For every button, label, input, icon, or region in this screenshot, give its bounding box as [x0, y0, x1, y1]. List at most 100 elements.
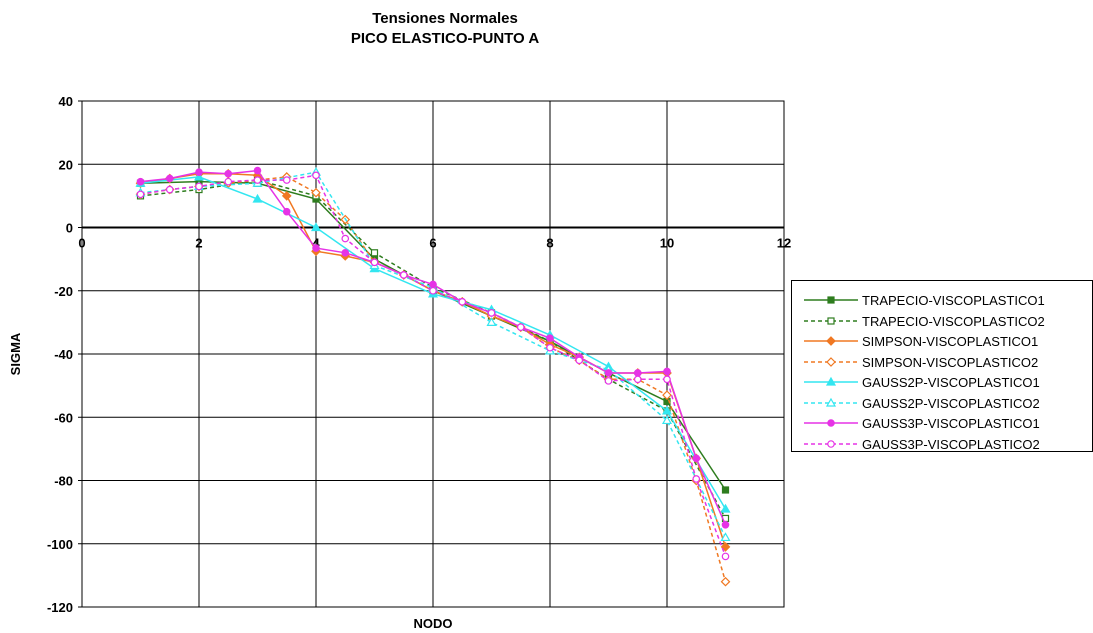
- y-tick-label: -100: [47, 537, 73, 552]
- y-tick-label: -60: [54, 410, 73, 425]
- data-point: [224, 169, 233, 178]
- data-point: [546, 343, 554, 352]
- data-point: [165, 185, 174, 194]
- legend-label: SIMPSON-VISCOPLASTICO2: [862, 354, 1039, 370]
- data-point: [429, 286, 437, 295]
- data-point: [663, 375, 671, 384]
- x-tick-label: 0: [78, 236, 85, 251]
- data-point: [195, 182, 203, 191]
- data-point: [825, 397, 837, 407]
- data-point: [281, 191, 292, 201]
- data-point: [721, 552, 730, 561]
- data-point: [341, 234, 350, 243]
- data-point: [458, 298, 467, 306]
- legend-item: GAUSS3P-VISCOPLASTICO2: [792, 435, 1092, 455]
- series-line: [140, 179, 727, 519]
- data-point: [487, 309, 496, 317]
- data-point: [720, 532, 731, 542]
- series-line: [140, 174, 727, 557]
- data-point: [575, 356, 584, 365]
- data-point: [604, 377, 613, 385]
- legend-item: GAUSS2P-VISCOPLASTICO1: [792, 373, 1092, 393]
- y-tick-label: 40: [59, 94, 73, 109]
- legend-item: GAUSS2P-VISCOPLASTICO2: [792, 394, 1092, 414]
- data-point: [721, 520, 730, 529]
- legend-swatch: [804, 439, 858, 448]
- data-point: [827, 439, 835, 448]
- series-line: [140, 171, 727, 538]
- data-point: [310, 222, 322, 232]
- data-point: [370, 249, 379, 257]
- y-tick-label: -120: [47, 600, 73, 615]
- data-point: [720, 576, 731, 587]
- legend-swatch: [804, 376, 858, 386]
- legend-label: TRAPECIO-VISCOPLASTICO1: [862, 293, 1045, 308]
- data-point: [826, 336, 836, 346]
- data-point: [252, 193, 263, 203]
- legend-swatch: [804, 419, 858, 427]
- legend-label: GAUSS3P-VISCOPLASTICO2: [862, 436, 1040, 452]
- data-point: [721, 486, 730, 494]
- data-point: [692, 454, 701, 463]
- y-axis-label: SIGMA: [8, 332, 23, 375]
- data-point: [720, 503, 731, 513]
- legend-swatch: [804, 336, 858, 346]
- legend-swatch: [804, 296, 858, 304]
- data-point: [136, 190, 145, 199]
- legend-swatch: [804, 316, 858, 325]
- data-point: [253, 176, 262, 184]
- series-8: [136, 171, 730, 561]
- data-point: [165, 174, 174, 183]
- legend-label: TRAPECIO-VISCOPLASTICO2: [862, 313, 1045, 329]
- data-point: [370, 258, 379, 267]
- data-point: [604, 369, 613, 377]
- data-point: [661, 415, 673, 425]
- y-tick-label: 0: [66, 221, 73, 236]
- y-tick-label: -20: [54, 284, 73, 299]
- data-point: [662, 390, 672, 400]
- x-tick-label: 12: [777, 236, 791, 251]
- data-point: [312, 171, 320, 180]
- data-point: [224, 177, 233, 186]
- series-7: [136, 166, 730, 529]
- legend: TRAPECIO-VISCOPLASTICO1 TRAPECIO-VISCOPLA…: [791, 280, 1093, 452]
- legend-item: TRAPECIO-VISCOPLASTICO2: [792, 312, 1092, 332]
- y-tick-label: -80: [54, 474, 73, 489]
- data-point: [311, 187, 321, 198]
- y-tick-label: 20: [59, 157, 73, 172]
- x-tick-label: 4: [312, 236, 320, 251]
- legend-item: SIMPSON-VISCOPLASTICO1: [792, 332, 1092, 352]
- data-point: [663, 367, 671, 376]
- data-point: [720, 542, 731, 552]
- legend-item: TRAPECIO-VISCOPLASTICO1: [792, 291, 1092, 311]
- data-point: [341, 249, 350, 257]
- data-point: [282, 176, 291, 184]
- chart-subtitle: PICO ELASTICO-PUNTO A: [350, 30, 540, 47]
- data-point: [827, 419, 835, 427]
- data-point: [516, 323, 525, 331]
- data-point: [546, 334, 554, 342]
- x-tick-label: 2: [195, 236, 202, 251]
- legend-label: GAUSS3P-VISCOPLASTICO1: [862, 416, 1040, 431]
- data-point: [486, 317, 497, 326]
- x-tick-label: 6: [429, 236, 436, 251]
- data-point: [253, 166, 262, 175]
- data-point: [825, 376, 837, 386]
- legend-swatch: [804, 356, 858, 367]
- data-point: [661, 405, 673, 415]
- data-point: [827, 296, 835, 304]
- data-point: [312, 244, 320, 252]
- data-point: [136, 177, 145, 186]
- data-point: [692, 475, 701, 483]
- legend-label: SIMPSON-VISCOPLASTICO1: [862, 334, 1039, 349]
- legend-item: SIMPSON-VISCOPLASTICO2: [792, 353, 1092, 373]
- data-point: [827, 316, 835, 325]
- data-point: [399, 271, 408, 279]
- data-point: [282, 207, 291, 216]
- data-point: [826, 356, 836, 367]
- x-tick-label: 10: [660, 236, 674, 251]
- x-tick-label: 8: [546, 236, 553, 251]
- y-tick-label: -40: [54, 347, 73, 362]
